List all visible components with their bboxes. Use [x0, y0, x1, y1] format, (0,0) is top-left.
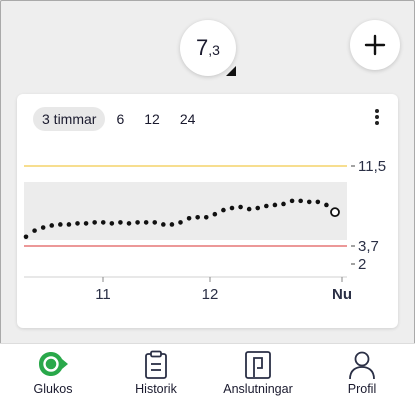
current-glucose-reading[interactable]: 7,3	[180, 20, 236, 76]
range-tab-6h[interactable]: 6	[116, 111, 125, 127]
more-options-icon[interactable]	[372, 107, 382, 131]
trend-corner-icon	[226, 66, 236, 76]
glucose-point	[255, 205, 261, 211]
glucose-point	[264, 203, 269, 209]
glucose-point	[306, 199, 312, 205]
add-button[interactable]	[350, 20, 400, 70]
y-tick-label: 3,7	[358, 238, 379, 255]
plus-icon	[364, 34, 386, 56]
glucose-point	[23, 234, 29, 240]
range-tab-3h[interactable]: 3 timmar	[33, 107, 106, 131]
glucose-point	[281, 201, 286, 207]
glucose-point	[143, 220, 149, 225]
glucose-point	[246, 206, 252, 212]
glucose-point	[109, 221, 115, 226]
glucose-point	[203, 214, 209, 220]
glucose-point	[66, 222, 72, 227]
clipboard-icon	[145, 350, 167, 379]
glucose-chart-card: 3 timmar 6 12 24 11,5 3,7 2 11 12 Nu	[17, 94, 398, 328]
glucose-point	[126, 221, 132, 226]
range-tab-24h[interactable]: 24	[179, 111, 196, 127]
nav-profil[interactable]: Profil	[317, 348, 407, 396]
nav-glukos[interactable]: Glukos	[8, 348, 98, 396]
glucose-point	[75, 221, 80, 226]
glucose-point	[58, 222, 63, 227]
nav-label-profil: Profil	[347, 382, 377, 396]
glucose-point	[195, 214, 200, 220]
x-tick-label: 11	[95, 286, 111, 303]
glucose-point	[100, 220, 106, 225]
glucose-point	[169, 222, 175, 227]
x-tick-label: Nu	[332, 286, 352, 303]
glucose-point	[186, 216, 192, 221]
glucose-point	[152, 220, 158, 225]
time-range-tabs: 3 timmar 6 12 24	[33, 106, 206, 132]
glucose-point	[83, 221, 89, 226]
glucose-point	[40, 225, 46, 230]
connections-icon	[245, 351, 271, 379]
glucose-point	[272, 202, 278, 208]
y-tick-label: 11,5	[358, 158, 386, 175]
target-range-band	[24, 182, 347, 240]
y-tick-label: 2	[358, 256, 366, 273]
glucose-point	[289, 198, 295, 204]
nav-label-anslutningar: Anslutningar	[223, 382, 293, 396]
person-icon	[349, 351, 375, 380]
glucose-point	[161, 222, 166, 227]
nav-label-glukos: Glukos	[33, 382, 73, 396]
reading-decimal: ,3	[208, 42, 220, 58]
range-tab-12h[interactable]: 12	[144, 111, 160, 127]
glucose-point	[49, 223, 55, 228]
glucose-drop-icon	[39, 352, 68, 376]
glucose-point	[238, 204, 243, 210]
glucose-point	[324, 202, 329, 208]
glucose-point	[32, 228, 37, 233]
glucose-point	[229, 205, 235, 211]
glucose-point	[212, 211, 218, 217]
glucose-point	[178, 220, 183, 225]
glucose-point	[298, 198, 303, 204]
reading-whole: 7	[196, 35, 209, 60]
glucose-point	[135, 220, 140, 225]
glucose-point	[315, 199, 321, 205]
x-tick-label: 12	[202, 286, 219, 303]
glucose-point	[118, 220, 123, 225]
glucose-point	[92, 220, 97, 225]
glucose-chart: 11,5 3,72 11 12 Nu	[23, 158, 386, 303]
bottom-navigation: Glukos Historik Anslutningar	[0, 343, 415, 408]
latest-reading-point	[330, 207, 340, 218]
nav-anslutningar[interactable]: Anslutningar	[213, 348, 303, 396]
nav-historik[interactable]: Historik	[111, 348, 201, 396]
nav-label-historik: Historik	[135, 382, 177, 396]
glucose-point	[221, 207, 226, 213]
